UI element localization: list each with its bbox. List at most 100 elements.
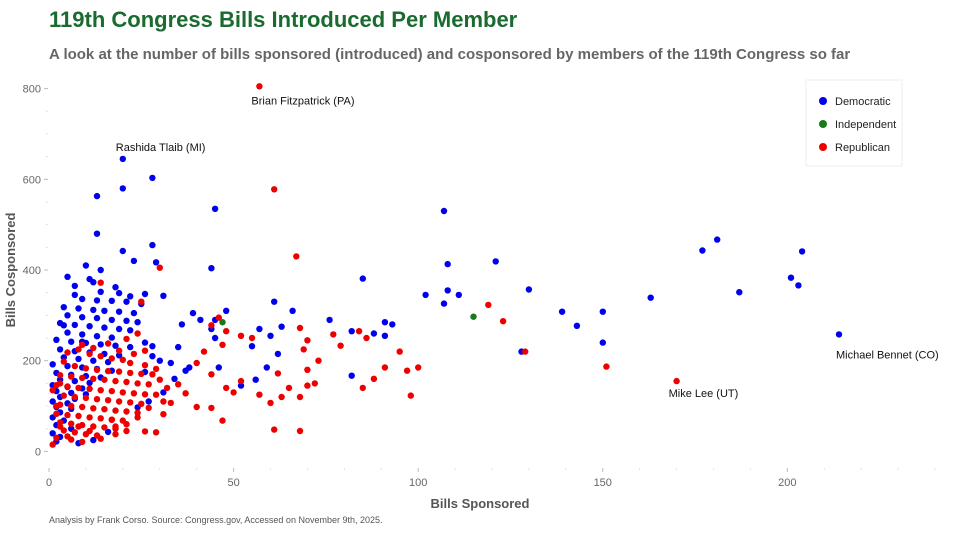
- point-republican: [71, 362, 79, 370]
- point-republican: [271, 426, 278, 433]
- point-republican: [97, 279, 104, 286]
- point-democratic: [90, 306, 97, 314]
- point-republican: [97, 353, 104, 360]
- point-democratic: [108, 334, 116, 341]
- point-republican: [163, 384, 171, 392]
- x-minor-tick: [491, 468, 493, 470]
- y-minor-tick: [46, 292, 48, 294]
- point-democratic: [90, 279, 97, 286]
- point-republican: [64, 383, 71, 390]
- x-minor-tick: [528, 468, 530, 470]
- point-democratic: [115, 352, 123, 359]
- point-republican: [68, 402, 75, 410]
- point-republican: [256, 83, 263, 90]
- point-democratic: [119, 247, 127, 255]
- point-republican: [315, 357, 322, 364]
- x-minor-tick: [454, 468, 456, 470]
- point-republican: [267, 399, 274, 407]
- x-minor-tick: [934, 468, 936, 470]
- y-minor-tick: [46, 428, 48, 430]
- x-minor-tick: [712, 468, 715, 470]
- y-tick-label: 600: [23, 174, 41, 186]
- x-minor-tick: [639, 468, 641, 470]
- annotation-label: Brian Fitzpatrick (PA): [251, 95, 354, 107]
- point-democratic: [248, 343, 256, 350]
- point-republican: [112, 407, 119, 414]
- point-republican: [90, 344, 97, 352]
- point-republican: [285, 384, 293, 392]
- point-republican: [415, 364, 422, 371]
- point-democratic: [97, 266, 104, 274]
- legend-label-democratic: Democratic: [835, 96, 891, 108]
- point-republican: [141, 428, 149, 435]
- legend-marker-independent: [819, 120, 827, 128]
- point-democratic: [171, 375, 178, 382]
- point-democratic: [145, 398, 152, 405]
- point-republican: [90, 405, 97, 412]
- point-republican: [79, 438, 86, 446]
- x-minor-tick: [749, 468, 752, 470]
- point-independent: [219, 319, 226, 326]
- point-democratic: [211, 205, 219, 212]
- point-republican: [363, 334, 370, 342]
- point-republican: [407, 392, 414, 399]
- point-democratic: [348, 328, 355, 335]
- point-democratic: [455, 291, 462, 299]
- point-democratic: [440, 300, 448, 307]
- point-democratic: [152, 259, 160, 266]
- x-tick-label: 100: [409, 477, 427, 489]
- chart-title: 119th Congress Bills Introduced Per Memb…: [49, 7, 518, 32]
- point-republican: [130, 350, 138, 358]
- point-democratic: [53, 336, 60, 343]
- point-republican: [68, 373, 75, 380]
- point-republican: [141, 347, 149, 354]
- point-republican: [75, 412, 82, 420]
- point-republican: [381, 364, 389, 371]
- point-democratic: [101, 324, 108, 331]
- point-democratic: [149, 241, 156, 249]
- point-republican: [355, 328, 363, 335]
- point-democratic: [93, 333, 101, 340]
- point-democratic: [119, 185, 127, 192]
- point-republican: [112, 425, 119, 432]
- point-democratic: [64, 362, 71, 370]
- point-democratic: [381, 332, 389, 339]
- point-democratic: [134, 319, 141, 326]
- point-democratic: [422, 291, 429, 299]
- y-tick-label: 400: [23, 265, 41, 277]
- point-republican: [337, 342, 344, 349]
- y-tick-label: 200: [23, 356, 41, 368]
- point-republican: [141, 391, 149, 398]
- x-tick-label: 0: [46, 477, 52, 489]
- point-democratic: [141, 339, 149, 346]
- point-democratic: [127, 293, 134, 300]
- point-republican: [145, 381, 152, 388]
- point-republican: [152, 365, 160, 373]
- point-democratic: [130, 257, 138, 265]
- point-democratic: [160, 389, 167, 396]
- x-tick-label: 50: [227, 477, 239, 489]
- y-minor-tick: [46, 110, 48, 112]
- point-democratic: [93, 230, 101, 237]
- point-republican: [86, 427, 93, 435]
- point-democratic: [647, 294, 654, 301]
- point-democratic: [79, 295, 86, 303]
- point-democratic: [175, 343, 182, 351]
- point-republican: [119, 389, 127, 396]
- point-democratic: [49, 361, 56, 368]
- point-democratic: [274, 350, 282, 358]
- point-republican: [156, 264, 163, 271]
- point-republican: [112, 377, 119, 385]
- x-minor-tick: [269, 468, 272, 470]
- point-democratic: [75, 355, 82, 363]
- x-minor-tick: [306, 468, 309, 470]
- point-republican: [138, 298, 145, 305]
- y-axis-title: Bills Cosponsored: [3, 213, 18, 328]
- point-republican: [396, 348, 403, 355]
- point-democratic: [787, 274, 795, 281]
- point-democratic: [71, 321, 79, 329]
- point-republican: [93, 366, 101, 373]
- point-republican: [86, 414, 93, 421]
- point-democratic: [444, 287, 451, 294]
